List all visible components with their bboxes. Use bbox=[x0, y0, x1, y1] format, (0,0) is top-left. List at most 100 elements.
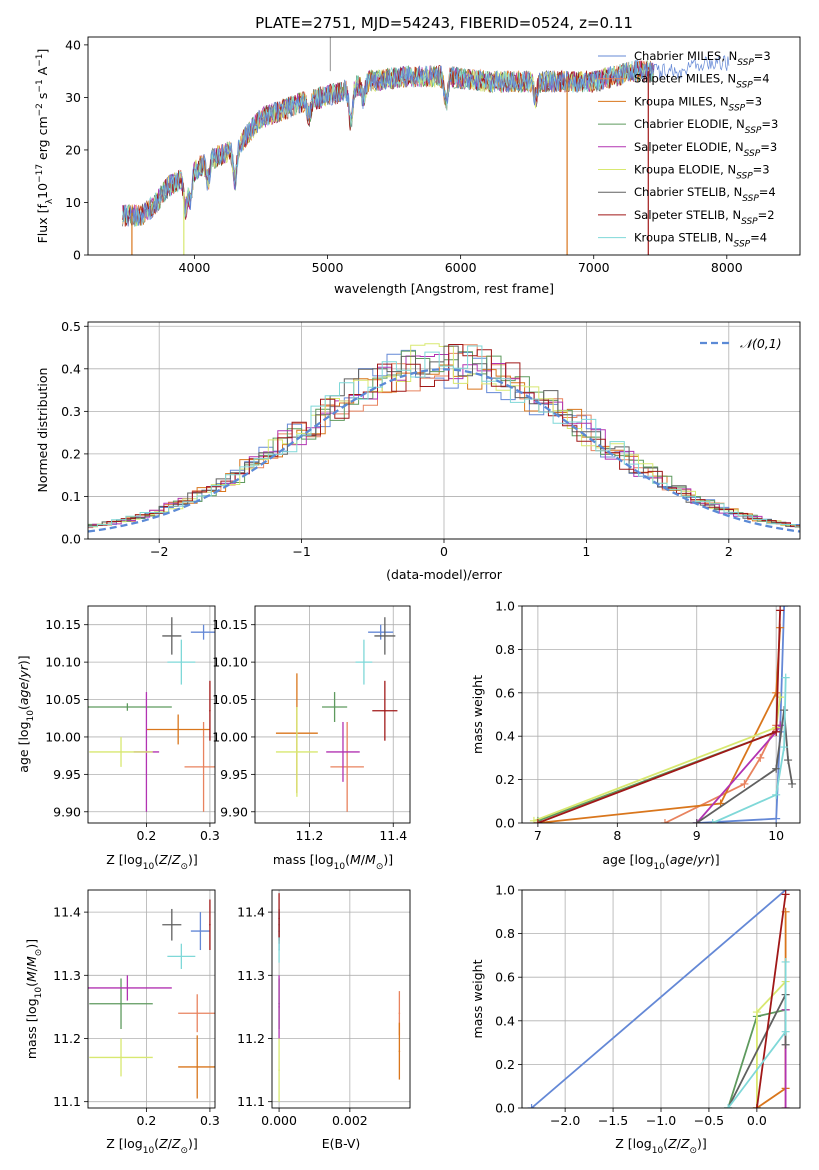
y-tick-label: 11.2 bbox=[53, 1031, 81, 1046]
x-tick-label: 2 bbox=[725, 544, 733, 559]
legend-label: Salpeter ELODIE, NSSP=3 bbox=[634, 140, 777, 159]
data-point bbox=[278, 917, 280, 920]
y-tick-label: 0.8 bbox=[495, 642, 515, 657]
data-point bbox=[384, 635, 386, 637]
mass-weight-marker bbox=[781, 957, 790, 966]
data-point bbox=[346, 766, 348, 768]
y-tick-label: 10.05 bbox=[45, 692, 81, 707]
y-tick-label: 9.90 bbox=[220, 804, 248, 819]
data-point bbox=[278, 1006, 280, 1008]
data-point bbox=[126, 987, 129, 989]
mass-weight-marker bbox=[740, 779, 749, 788]
y-tick-label: 11.3 bbox=[237, 968, 265, 983]
data-point bbox=[278, 949, 280, 951]
spectrum-series-line bbox=[122, 62, 654, 227]
x-tick-label: 8000 bbox=[711, 260, 743, 275]
y-tick-label: 1.0 bbox=[495, 599, 515, 614]
legend-label: Salpeter STELIB, NSSP=2 bbox=[634, 208, 775, 227]
y-tick-label: 0.1 bbox=[61, 489, 81, 504]
x-tick-label: 0.002 bbox=[332, 1113, 368, 1128]
mass-weight-marker bbox=[660, 819, 669, 823]
x-tick-label: −1.0 bbox=[646, 1113, 676, 1128]
data-point bbox=[177, 728, 179, 731]
mass-weight-marker bbox=[772, 688, 781, 697]
x-tick-label: 0.3 bbox=[200, 1113, 220, 1128]
figure-title: PLATE=2751, MJD=54243, FIBERID=0524, z=0… bbox=[255, 14, 633, 32]
data-point bbox=[120, 751, 122, 753]
residual-histogram-line bbox=[88, 345, 800, 528]
age-vs-mass-xlabel: mass [log10(M/M⊙)] bbox=[273, 852, 393, 872]
data-point bbox=[333, 706, 336, 708]
mass_weight_vs_Z-ylabel: mass weight bbox=[470, 959, 485, 1038]
y-tick-label: 40 bbox=[65, 37, 81, 52]
spectrum-series-line bbox=[122, 55, 730, 227]
mass-weight-marker bbox=[529, 816, 538, 823]
mass-weight-marker bbox=[708, 819, 717, 823]
mass-weight-marker bbox=[781, 1027, 790, 1036]
mass-weight-marker bbox=[781, 1040, 790, 1049]
mass-vs-Z-ylabel: mass [log10(M/M⊙)] bbox=[24, 939, 44, 1059]
data-point bbox=[398, 1050, 401, 1052]
residual-histogram-line bbox=[88, 344, 800, 527]
mass_weight_vs_age-frame bbox=[521, 605, 801, 824]
data-point bbox=[196, 1066, 199, 1068]
data-point bbox=[199, 930, 202, 932]
y-tick-label: 10.00 bbox=[45, 729, 81, 744]
x-tick-label: 0 bbox=[440, 544, 448, 559]
residual-histogram-line bbox=[88, 364, 800, 528]
legend-label: Kroupa MILES, NSSP=3 bbox=[634, 94, 762, 113]
mass_weight_vs_age-ylabel: mass weight bbox=[470, 675, 485, 754]
legend-label: Chabrier STELIB, NSSP=4 bbox=[634, 185, 776, 204]
y-tick-label: 11.1 bbox=[53, 1094, 81, 1109]
y-tick-label: 10.10 bbox=[212, 655, 248, 670]
mass-weight-line bbox=[756, 894, 787, 1108]
y-tick-label: 0.0 bbox=[61, 532, 81, 547]
mass_vs_EBV-axes: 0.000 0.002 11.1 11.2 11.3 11.4 bbox=[237, 890, 410, 1128]
mass_weight_vs_Z-frame bbox=[521, 889, 801, 1109]
data-point bbox=[180, 955, 183, 958]
data-point bbox=[384, 709, 386, 712]
x-tick-label: 5000 bbox=[312, 260, 344, 275]
x-tick-label: 0.2 bbox=[136, 828, 156, 843]
mass-weight-marker bbox=[776, 606, 785, 615]
y-tick-label: 9.90 bbox=[53, 804, 81, 819]
y-tick-label: 9.95 bbox=[220, 767, 248, 782]
y-tick-label: 0.5 bbox=[61, 319, 81, 334]
residuals-axes: −2 −1 0 1 2 0.0 0.1 0.2 0.3 0.4 0.5 bbox=[61, 319, 800, 559]
x-tick-label: −1 bbox=[292, 544, 310, 559]
data-point bbox=[278, 1069, 280, 1071]
y-tick-label: 0.6 bbox=[495, 970, 515, 985]
legend-label: Chabrier MILES, NSSP=3 bbox=[634, 49, 771, 68]
legend-label: Salpeter MILES, NSSP=4 bbox=[634, 72, 770, 91]
x-tick-label: −2 bbox=[150, 544, 168, 559]
data-point bbox=[209, 923, 211, 926]
age-vs-Z-ylabel: age [log10(age/yr)] bbox=[16, 655, 36, 772]
mass-weight-marker bbox=[788, 779, 797, 788]
data-point bbox=[202, 766, 205, 768]
spectrum-ylabel: Flux [fλ10−17 erg cm−2 s−1 A−1] bbox=[35, 49, 55, 244]
data-point bbox=[398, 1012, 401, 1015]
mass-weight-marker bbox=[772, 814, 781, 823]
mass-weight-marker bbox=[772, 790, 781, 799]
data-point bbox=[379, 631, 382, 633]
mass-weight-line bbox=[696, 606, 785, 823]
y-tick-label: 11.1 bbox=[237, 1094, 265, 1109]
data-point bbox=[209, 709, 211, 712]
spectrum-axes: 4000 5000 6000 7000 8000 0 10 20 30 40 bbox=[65, 37, 743, 275]
mass_weight_vs_age-axes: 7 8 9 10 0.0 0.2 0.4 0.6 0.8 1.0 bbox=[495, 599, 800, 843]
x-tick-label: −0.5 bbox=[694, 1113, 724, 1128]
y-tick-label: 1.0 bbox=[495, 883, 515, 898]
y-tick-label: 0.8 bbox=[495, 926, 515, 941]
mass-weight-marker bbox=[780, 606, 789, 610]
spectrum-series-line bbox=[122, 60, 654, 227]
y-tick-label: 11.2 bbox=[237, 1031, 265, 1046]
y-tick-label: 0.6 bbox=[495, 685, 515, 700]
y-tick-label: 0.3 bbox=[61, 404, 81, 419]
y-tick-label: 0.2 bbox=[495, 772, 515, 787]
y-tick-label: 0.4 bbox=[495, 1013, 515, 1028]
data-point bbox=[171, 635, 173, 637]
mass-weight-marker bbox=[752, 1104, 761, 1108]
y-tick-label: 9.95 bbox=[53, 767, 81, 782]
age-vs-Z-xlabel: Z [log10(Z/Z⊙)] bbox=[106, 852, 198, 872]
residuals-frame bbox=[87, 321, 801, 540]
